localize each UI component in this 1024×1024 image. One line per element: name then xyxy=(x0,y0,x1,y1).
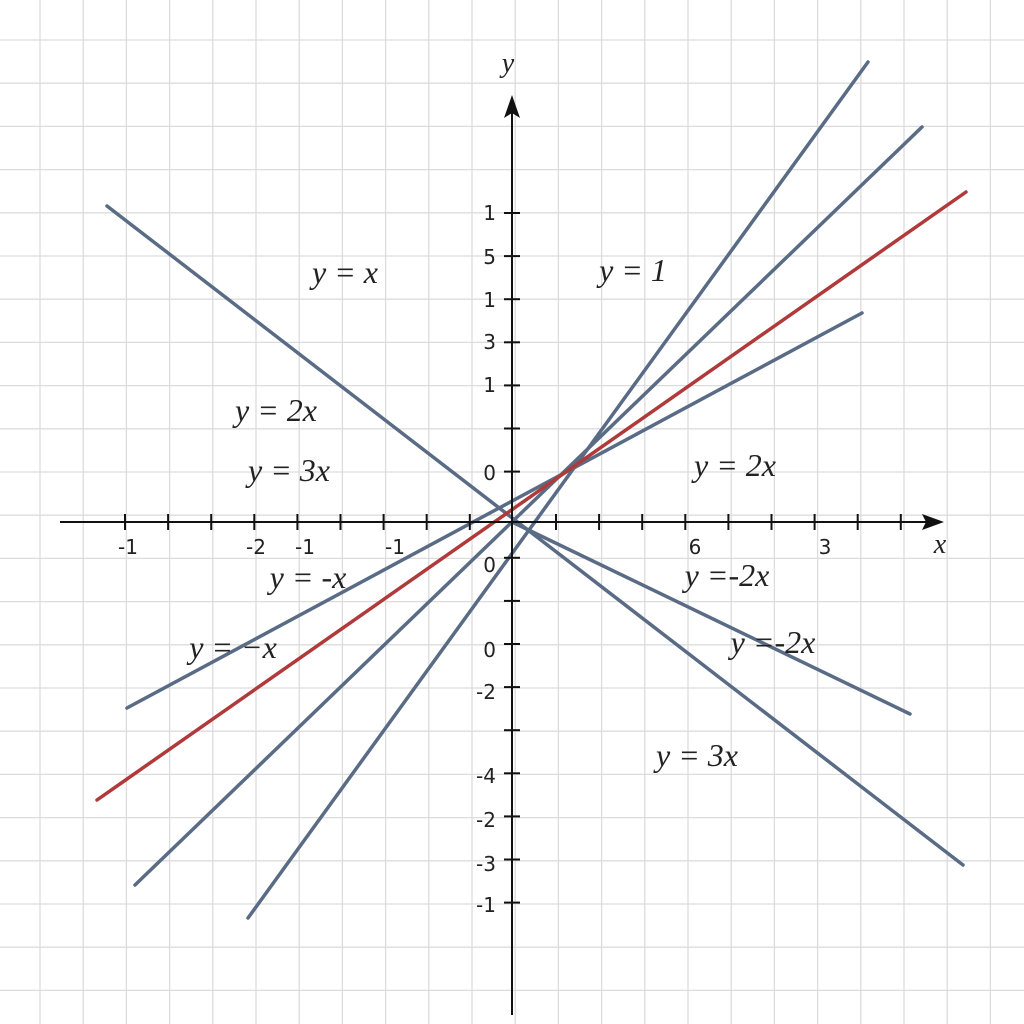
annotation: y = -x xyxy=(267,559,347,595)
y-tick-label: -2 xyxy=(476,808,496,832)
y-tick-label: -1 xyxy=(476,893,496,917)
y-tick-label: 0 xyxy=(483,638,496,662)
annotation: y =-2x xyxy=(682,557,770,593)
x-tick-label: -1 xyxy=(295,535,315,559)
annotation: y =-2x xyxy=(728,624,816,660)
lines xyxy=(95,60,968,920)
annotation: y = 1 xyxy=(596,252,667,288)
y-tick-label: -4 xyxy=(476,764,496,788)
y-axis-label: y xyxy=(499,48,515,79)
x-tick-label: -1 xyxy=(118,535,138,559)
x-tick-label: 3 xyxy=(819,535,832,559)
annotation: y = −x xyxy=(186,629,277,665)
ticks xyxy=(124,212,902,904)
line xyxy=(246,60,870,920)
y-tick-label: 3 xyxy=(483,330,496,354)
x-tick-label: -1 xyxy=(385,535,405,559)
y-tick-label: 1 xyxy=(483,373,496,397)
x-tick-label: -2 xyxy=(246,535,266,559)
y-tick-label: 0 xyxy=(483,553,496,577)
annotation: y = 3x xyxy=(245,452,330,488)
line xyxy=(95,190,968,802)
x-arrow xyxy=(922,514,944,530)
line xyxy=(510,520,912,716)
y-tick-label: 1 xyxy=(483,288,496,312)
y-tick-label: -3 xyxy=(476,852,496,876)
annotation: y = 2x xyxy=(232,392,317,428)
y-arrow xyxy=(504,95,520,118)
y-tick-label: -2 xyxy=(476,680,496,704)
x-tick-label: 6 xyxy=(689,535,702,559)
annotation: y = 2x xyxy=(691,447,776,483)
y-tick-label: 5 xyxy=(483,245,496,269)
annotation: y = x xyxy=(309,254,378,290)
y-tick-label: 1 xyxy=(483,201,496,225)
line xyxy=(105,204,965,867)
labels: x y -1 -2 -1 -1 6 3 1 5 1 3 1 0 0 0 -2 -4 -2 -3 -1 y = x y =… xyxy=(118,48,947,917)
annotation: y = 3x xyxy=(653,737,738,773)
line xyxy=(125,311,864,710)
x-axis-label: x xyxy=(933,529,947,560)
line xyxy=(133,125,924,887)
y-tick-label: 0 xyxy=(483,461,496,485)
